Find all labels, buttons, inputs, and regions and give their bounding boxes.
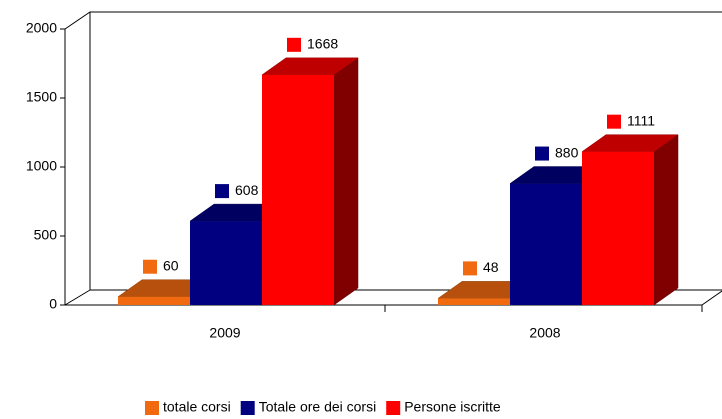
- legend-key: [386, 401, 401, 415]
- legend-label: totale corsi: [163, 399, 231, 415]
- bar-side: [333, 57, 359, 306]
- legend-key: [240, 401, 255, 415]
- bar: [438, 298, 510, 305]
- bar: [118, 296, 190, 305]
- bar: [510, 183, 582, 305]
- data-label: 880: [555, 144, 579, 160]
- data-label-key: [607, 114, 621, 129]
- y-tick-label: 2000: [26, 20, 57, 36]
- data-label-key: [143, 259, 157, 274]
- bar: [262, 74, 334, 305]
- legend-label: Totale ore dei corsi: [259, 399, 377, 415]
- data-label: 1111: [627, 112, 655, 128]
- bar-side: [653, 134, 679, 306]
- x-tick-label: 2009: [209, 325, 240, 341]
- data-label-key: [535, 146, 549, 161]
- legend-label: Persone iscritte: [404, 399, 501, 415]
- data-label: 608: [235, 182, 259, 198]
- data-label-key: [287, 37, 301, 52]
- data-label: 48: [483, 259, 499, 275]
- y-tick-label: 1500: [26, 89, 57, 105]
- bar: [582, 151, 654, 305]
- bar: [190, 221, 262, 305]
- data-label-key: [215, 184, 229, 199]
- data-label: 1668: [307, 36, 338, 52]
- x-tick-label: 2008: [529, 325, 560, 341]
- data-label: 60: [163, 257, 179, 273]
- legend-key: [145, 401, 159, 415]
- data-label-key: [463, 261, 477, 276]
- y-tick-label: 0: [49, 296, 57, 312]
- y-tick-label: 1000: [26, 158, 57, 174]
- y-tick-label: 500: [34, 227, 58, 243]
